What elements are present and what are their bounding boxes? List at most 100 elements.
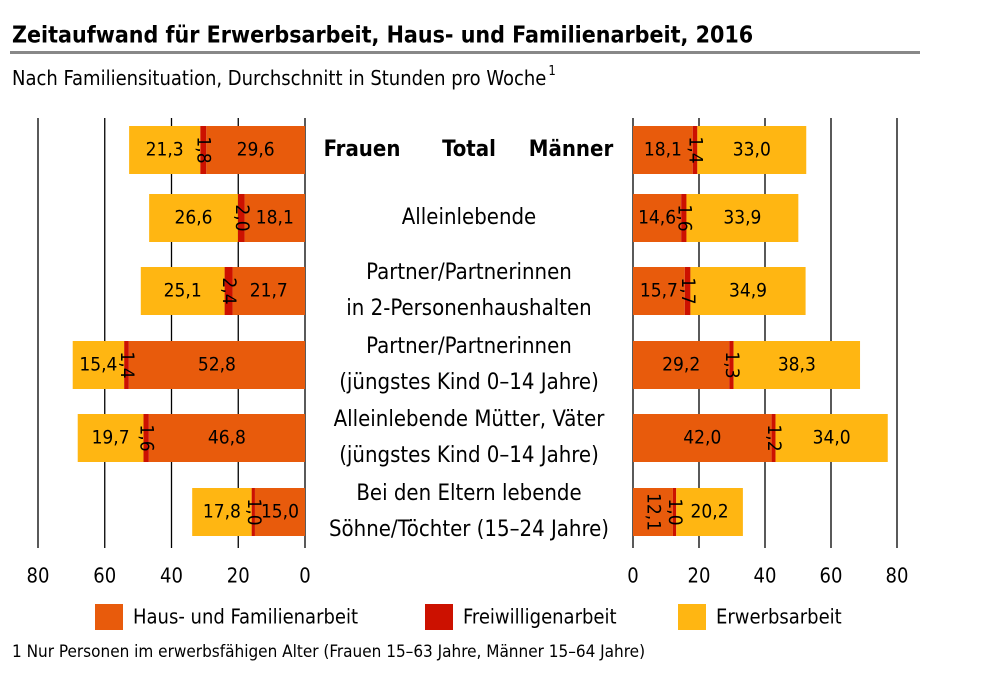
x-tick-label: 20: [688, 564, 711, 588]
bar-segment: [128, 341, 305, 389]
value-label: 1,0: [243, 498, 265, 525]
grid: [37, 118, 898, 548]
x-tick-label: 0: [627, 564, 638, 588]
chart-subtitle: Nach Familiensituation, Durchschnitt in …: [12, 64, 556, 90]
value-label: 20,2: [691, 501, 729, 523]
panel-label: Männer: [529, 137, 614, 162]
x-tick-label: 60: [93, 564, 116, 588]
bar-segment: [149, 194, 238, 242]
bar-segment: [684, 267, 691, 315]
value-label: 19,7: [92, 427, 130, 449]
bar-segment: [143, 414, 149, 462]
bar-segment: [77, 414, 144, 462]
bar-segment: [681, 194, 687, 242]
value-label: 25,1: [164, 280, 202, 302]
bar-segment: [633, 194, 682, 242]
bar-segment: [729, 341, 734, 389]
category-label: (jüngstes Kind 0–14 Jahre): [339, 370, 599, 395]
value-label: 1,4: [116, 351, 138, 378]
category-label: Bei den Eltern lebende: [356, 481, 581, 506]
bar-segment: [676, 488, 743, 536]
bar-segment: [633, 126, 693, 174]
bar-segment: [633, 488, 673, 536]
bar-segment: [140, 267, 225, 315]
value-label: 1,4: [685, 136, 707, 163]
category-label: Alleinlebende: [402, 205, 537, 230]
bars: [72, 126, 888, 536]
x-tick-label: 80: [886, 564, 909, 588]
legend-label: Erwerbsarbeit: [716, 605, 842, 629]
bar-segment: [697, 126, 807, 174]
bar-segment: [206, 126, 305, 174]
bar-segment: [129, 126, 201, 174]
bar-segment: [124, 341, 129, 389]
bar-segment: [200, 126, 207, 174]
bar-segment: [72, 341, 125, 389]
value-label: 1,3: [721, 351, 743, 378]
bar-segment: [692, 126, 698, 174]
value-label: 1,2: [763, 424, 785, 451]
legend-swatch: [425, 604, 453, 630]
x-tick-label: 40: [754, 564, 777, 588]
bar-segment: [633, 267, 685, 315]
bar-segment: [633, 414, 772, 462]
x-tick-label: 20: [227, 564, 250, 588]
x-tick-label: 40: [160, 564, 183, 588]
value-label: 1,6: [136, 424, 158, 451]
bar-segment: [672, 488, 677, 536]
value-label: 34,9: [729, 280, 767, 302]
bar-segment: [192, 488, 252, 536]
bar-segment: [690, 267, 806, 315]
value-label: 1,7: [677, 277, 699, 304]
panel-label: Frauen: [324, 137, 401, 162]
bar-segment: [251, 488, 255, 536]
value-label: 15,7: [640, 280, 678, 302]
value-label: 29,6: [237, 139, 275, 161]
value-label: 46,8: [208, 427, 246, 449]
value-label: 1,6: [673, 204, 695, 231]
bar-segment: [237, 194, 245, 242]
value-label: 26,6: [175, 207, 213, 229]
bar-segment: [771, 414, 776, 462]
value-label: 1,8: [193, 136, 215, 163]
x-tick-label: 80: [27, 564, 50, 588]
legend-label: Haus- und Familienarbeit: [133, 605, 358, 629]
value-label: 2,4: [218, 277, 240, 304]
value-label: 42,0: [683, 427, 721, 449]
value-label: 33,0: [733, 139, 771, 161]
bar-segment: [244, 194, 305, 242]
value-label: 2,0: [231, 204, 253, 231]
bar-segment: [148, 414, 305, 462]
bar-segment: [232, 267, 305, 315]
labels: 29,61,821,3 18,1 1,4 33,018,12,026,6 14,61,6…: [79, 136, 850, 531]
value-label: 33,9: [723, 207, 761, 229]
value-label: 18,1: [644, 139, 682, 161]
category-label: Söhne/Töchter (15–24 Jahre): [329, 517, 609, 542]
x-tick-label: 60: [820, 564, 843, 588]
category-label: (jüngstes Kind 0–14 Jahre): [339, 443, 599, 468]
category-label: Partner/Partnerinnen: [366, 334, 572, 359]
value-label: 21,7: [250, 280, 288, 302]
category-label: Total: [442, 137, 496, 162]
title-rule: [10, 51, 920, 54]
value-label: 14,6: [638, 207, 676, 229]
x-tick-label: 0: [299, 564, 310, 588]
footnote: 1 Nur Personen im erwerbsfähigen Alter (…: [12, 642, 645, 662]
category-label: Alleinlebende Mütter, Väter: [334, 407, 606, 432]
value-label: 38,3: [778, 354, 816, 376]
value-label: 1,0: [664, 498, 686, 525]
value-label: 18,1: [256, 207, 294, 229]
bar-segment: [633, 341, 730, 389]
subtitle-text: Nach Familiensituation, Durchschnitt in …: [12, 66, 546, 90]
legend-label: Freiwilligenarbeit: [463, 605, 617, 629]
legend-swatch: [95, 604, 123, 630]
value-label: 21,3: [146, 139, 184, 161]
value-label: 29,2: [662, 354, 700, 376]
bar-segment: [686, 194, 799, 242]
bar-segment: [733, 341, 861, 389]
value-label: 12,1: [642, 493, 664, 531]
legend-swatch: [678, 604, 706, 630]
value-label: 15,4: [79, 354, 117, 376]
subtitle-note: 1: [548, 64, 555, 79]
